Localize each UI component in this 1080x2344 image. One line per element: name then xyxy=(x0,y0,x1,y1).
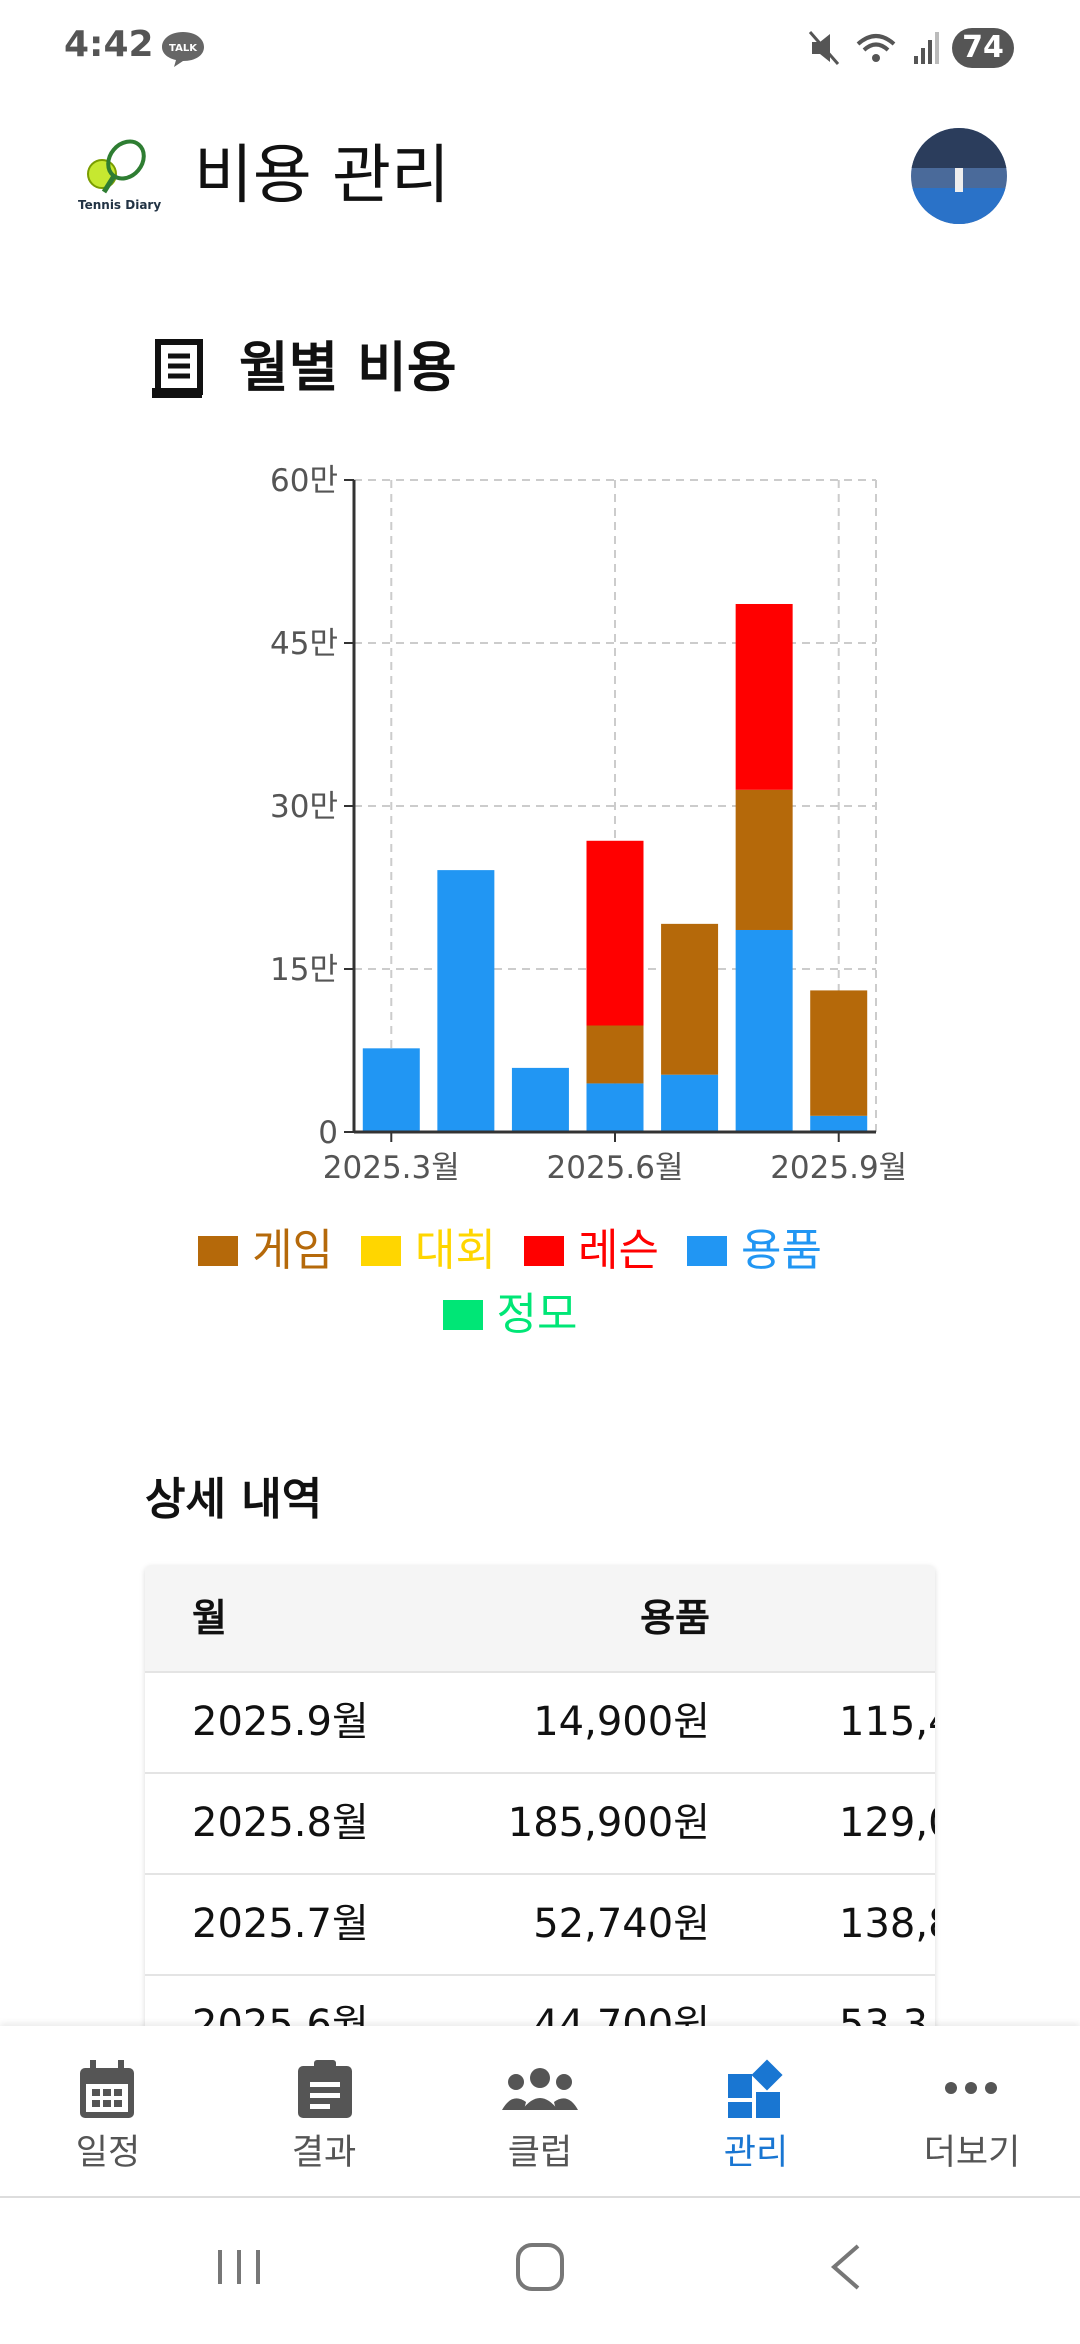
bar-segment xyxy=(661,923,719,1075)
table-cell: 185,900원 xyxy=(507,1800,710,1846)
more-icon[interactable] xyxy=(945,2082,997,2094)
bar-segment xyxy=(810,1115,868,1132)
clipboard-icon xyxy=(298,2060,352,2118)
legend-label: 게임 xyxy=(252,1225,334,1276)
legend-label: 정모 xyxy=(496,1289,578,1340)
table-row: 2025.7월 52,740원 138,8 xyxy=(145,1875,935,1976)
status-icons xyxy=(808,31,939,65)
nav-icons xyxy=(80,2059,997,2118)
header-cell: 월 xyxy=(192,1596,227,1640)
table-cell: 2025.7월 xyxy=(192,1901,369,1947)
table-cell: 115,4 xyxy=(839,1699,935,1745)
legend-swatch xyxy=(686,1236,727,1266)
dashboard-icon[interactable] xyxy=(728,2059,783,2118)
chart: 0 15만 30만 45만 60만 2025.3월 2025.6월 2025.9월 xyxy=(270,463,907,1186)
bottom-nav: 일정 결과 클럽 관리 더보기 xyxy=(0,2026,1080,2198)
bar-segment xyxy=(586,1025,644,1084)
y-tick-label: 45만 xyxy=(270,626,338,662)
table-cell: 2025.9월 xyxy=(192,1699,369,1745)
y-tick-label: 15만 xyxy=(270,952,338,988)
table-row: 2025.8월 185,900원 129,0 xyxy=(145,1774,935,1875)
legend-item: 레슨 xyxy=(524,1226,659,1276)
battery: 74 xyxy=(952,28,1014,68)
details-table: 월 용품 2025.9월 14,900원 115,4 2025.8월 185,900원 129… xyxy=(145,1565,935,2065)
table-cell: 14,900원 xyxy=(533,1699,710,1745)
y-tick-label: 60만 xyxy=(270,463,338,499)
table-cell: 52,740원 xyxy=(533,1901,710,1947)
legend-label: 레슨 xyxy=(578,1225,659,1276)
legend-label: 대회 xyxy=(415,1225,496,1276)
nav-label[interactable]: 결과 xyxy=(291,2133,357,2173)
legend-item: 용품 xyxy=(686,1225,822,1276)
talk-badge: TALK xyxy=(169,43,198,54)
status-time: 4:42 xyxy=(64,24,154,65)
legend-item: 대회 xyxy=(361,1226,496,1276)
bar-segment xyxy=(511,1067,569,1132)
legend-item: 게임 xyxy=(198,1226,333,1276)
x-tick-label: 2025.9월 xyxy=(770,1150,907,1186)
bar-segment xyxy=(362,1048,420,1132)
bar-segment xyxy=(586,840,644,1026)
bar-segment xyxy=(735,789,793,930)
table-cell: 138,8 xyxy=(839,1901,935,1947)
bar-segment xyxy=(810,990,868,1116)
page-title: 비용 관리 xyxy=(194,139,450,213)
app-logo xyxy=(87,139,146,194)
x-tick-label: 2025.3월 xyxy=(323,1150,460,1186)
legend-swatch xyxy=(361,1236,402,1266)
table-cell: 129,0 xyxy=(839,1800,935,1846)
section-title: 월별 비용 xyxy=(239,336,457,399)
details-title: 상세 내역 xyxy=(145,1474,323,1525)
bar-segment xyxy=(735,603,793,790)
table-header: 월 용품 xyxy=(145,1565,935,1673)
nav-label[interactable]: 더보기 xyxy=(923,2133,1021,2173)
nav-label[interactable]: 일정 xyxy=(75,2133,141,2173)
bar-segment xyxy=(586,1083,644,1132)
bar-segment xyxy=(735,929,793,1132)
group-icon xyxy=(502,2068,578,2110)
legend-swatch xyxy=(442,1300,483,1330)
legend-swatch xyxy=(524,1236,564,1266)
legend-label: 용품 xyxy=(740,1225,822,1276)
legend-item: 정모 xyxy=(442,1289,578,1340)
bar-segment xyxy=(437,870,495,1132)
y-tick-label: 0 xyxy=(318,1115,338,1151)
table-row: 2025.9월 14,900원 115,4 xyxy=(145,1673,935,1774)
y-tick-label: 30만 xyxy=(270,789,338,825)
table-cell: 2025.8월 xyxy=(192,1800,369,1846)
system-nav-icons xyxy=(218,2243,860,2291)
avatar[interactable] xyxy=(911,128,1007,224)
talk-icon: TALK xyxy=(162,32,204,67)
system-nav xyxy=(0,2198,1080,2340)
nav-label[interactable]: 관리 xyxy=(723,2133,789,2173)
legend-swatch xyxy=(198,1236,239,1266)
receipt-icon xyxy=(152,339,203,398)
bar-segment xyxy=(661,1074,719,1132)
header-cell: 용품 xyxy=(640,1596,710,1640)
logo-text: Tennis Diary xyxy=(78,198,162,212)
x-tick-label: 2025.6월 xyxy=(547,1150,684,1186)
nav-label[interactable]: 클럽 xyxy=(507,2133,573,2173)
calendar-icon xyxy=(80,2060,134,2118)
